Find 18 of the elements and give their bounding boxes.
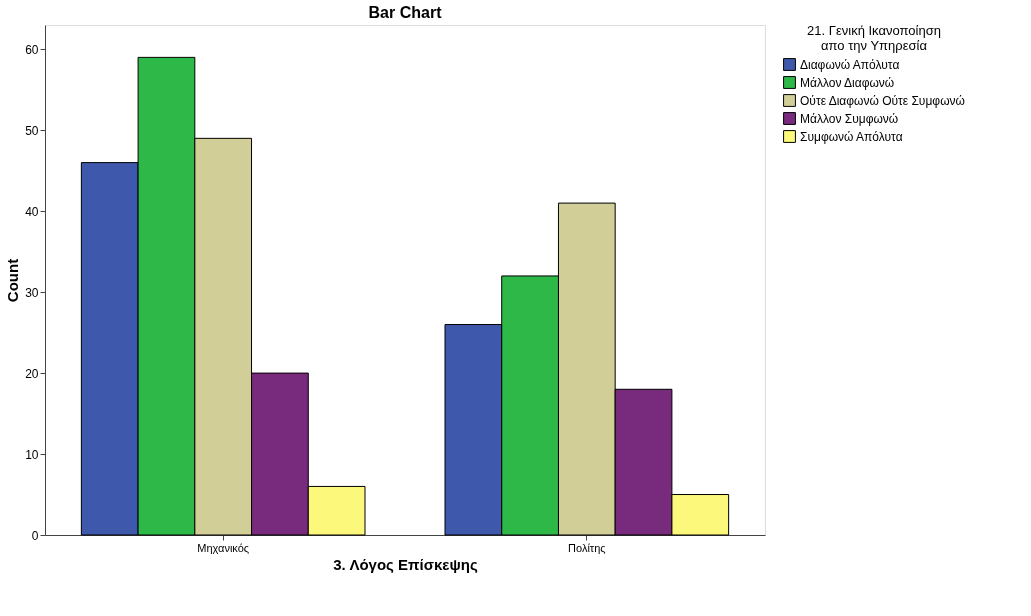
legend-label: Ούτε Διαφωνώ Ούτε Συμφωνώ — [800, 93, 965, 108]
y-tick-label: 20 — [25, 366, 39, 381]
y-tick-label: 50 — [25, 123, 39, 138]
y-tick-label: 30 — [25, 285, 39, 300]
chart-title: Bar Chart — [368, 4, 443, 21]
legend-title: 21. Γενική Ικανοποίηση απο την Υπηρεσία — [807, 23, 941, 53]
y-tick-label: 0 — [31, 528, 39, 543]
x-axis-title: 3. Λόγος Επίσκεψης — [333, 555, 478, 573]
y-tick-label: 40 — [25, 204, 39, 219]
x-tick-label: Μηχανικός — [197, 541, 250, 554]
y-axis-title: Count — [4, 258, 22, 303]
x-tick-label: Πολίτης — [568, 541, 606, 554]
legend-label: Διαφωνώ Απόλυτα — [800, 57, 900, 72]
legend-label: Συμφωνώ Απόλυτα — [800, 129, 903, 144]
legend-label: Μάλλον Διαφωνώ — [800, 75, 895, 90]
y-tick-label: 60 — [25, 42, 39, 57]
legend-label: Μάλλον Συμφωνώ — [800, 111, 899, 126]
y-tick-label: 10 — [25, 447, 39, 462]
